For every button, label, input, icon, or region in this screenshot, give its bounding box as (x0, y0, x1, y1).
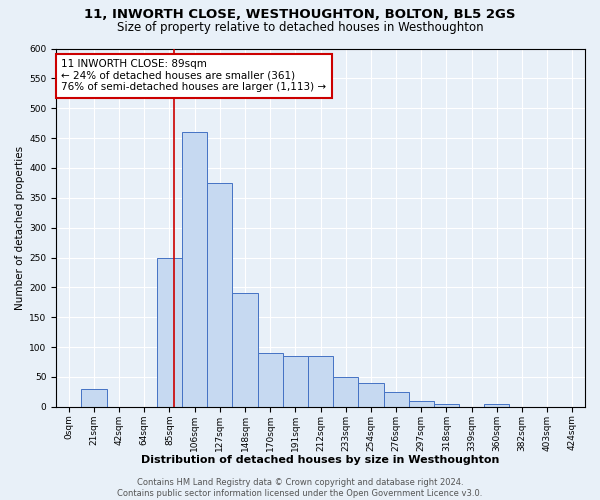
Bar (383, 392, 409, 407)
Text: 11 INWORTH CLOSE: 89sqm
← 24% of detached houses are smaller (361)
76% of semi-d: 11 INWORTH CLOSE: 89sqm ← 24% of detache… (61, 59, 326, 92)
Text: Contains HM Land Registry data © Crown copyright and database right 2024.
Contai: Contains HM Land Registry data © Crown c… (118, 478, 482, 498)
Bar (434, 404, 459, 407)
X-axis label: Distribution of detached houses by size in Westhoughton: Distribution of detached houses by size … (142, 455, 500, 465)
Bar (232, 294, 257, 407)
Text: 11, INWORTH CLOSE, WESTHOUGHTON, BOLTON, BL5 2GS: 11, INWORTH CLOSE, WESTHOUGHTON, BOLTON,… (84, 8, 516, 20)
Bar (157, 258, 182, 407)
Bar (409, 401, 434, 407)
Bar (484, 404, 509, 407)
Text: Size of property relative to detached houses in Westhoughton: Size of property relative to detached ho… (116, 21, 484, 34)
Y-axis label: Number of detached properties: Number of detached properties (15, 146, 25, 310)
Bar (257, 353, 283, 407)
Bar (283, 356, 308, 407)
Bar (308, 356, 333, 407)
Bar (182, 132, 207, 407)
Bar (82, 389, 107, 407)
Bar (333, 377, 358, 407)
Bar (358, 383, 383, 407)
Bar (207, 183, 232, 407)
